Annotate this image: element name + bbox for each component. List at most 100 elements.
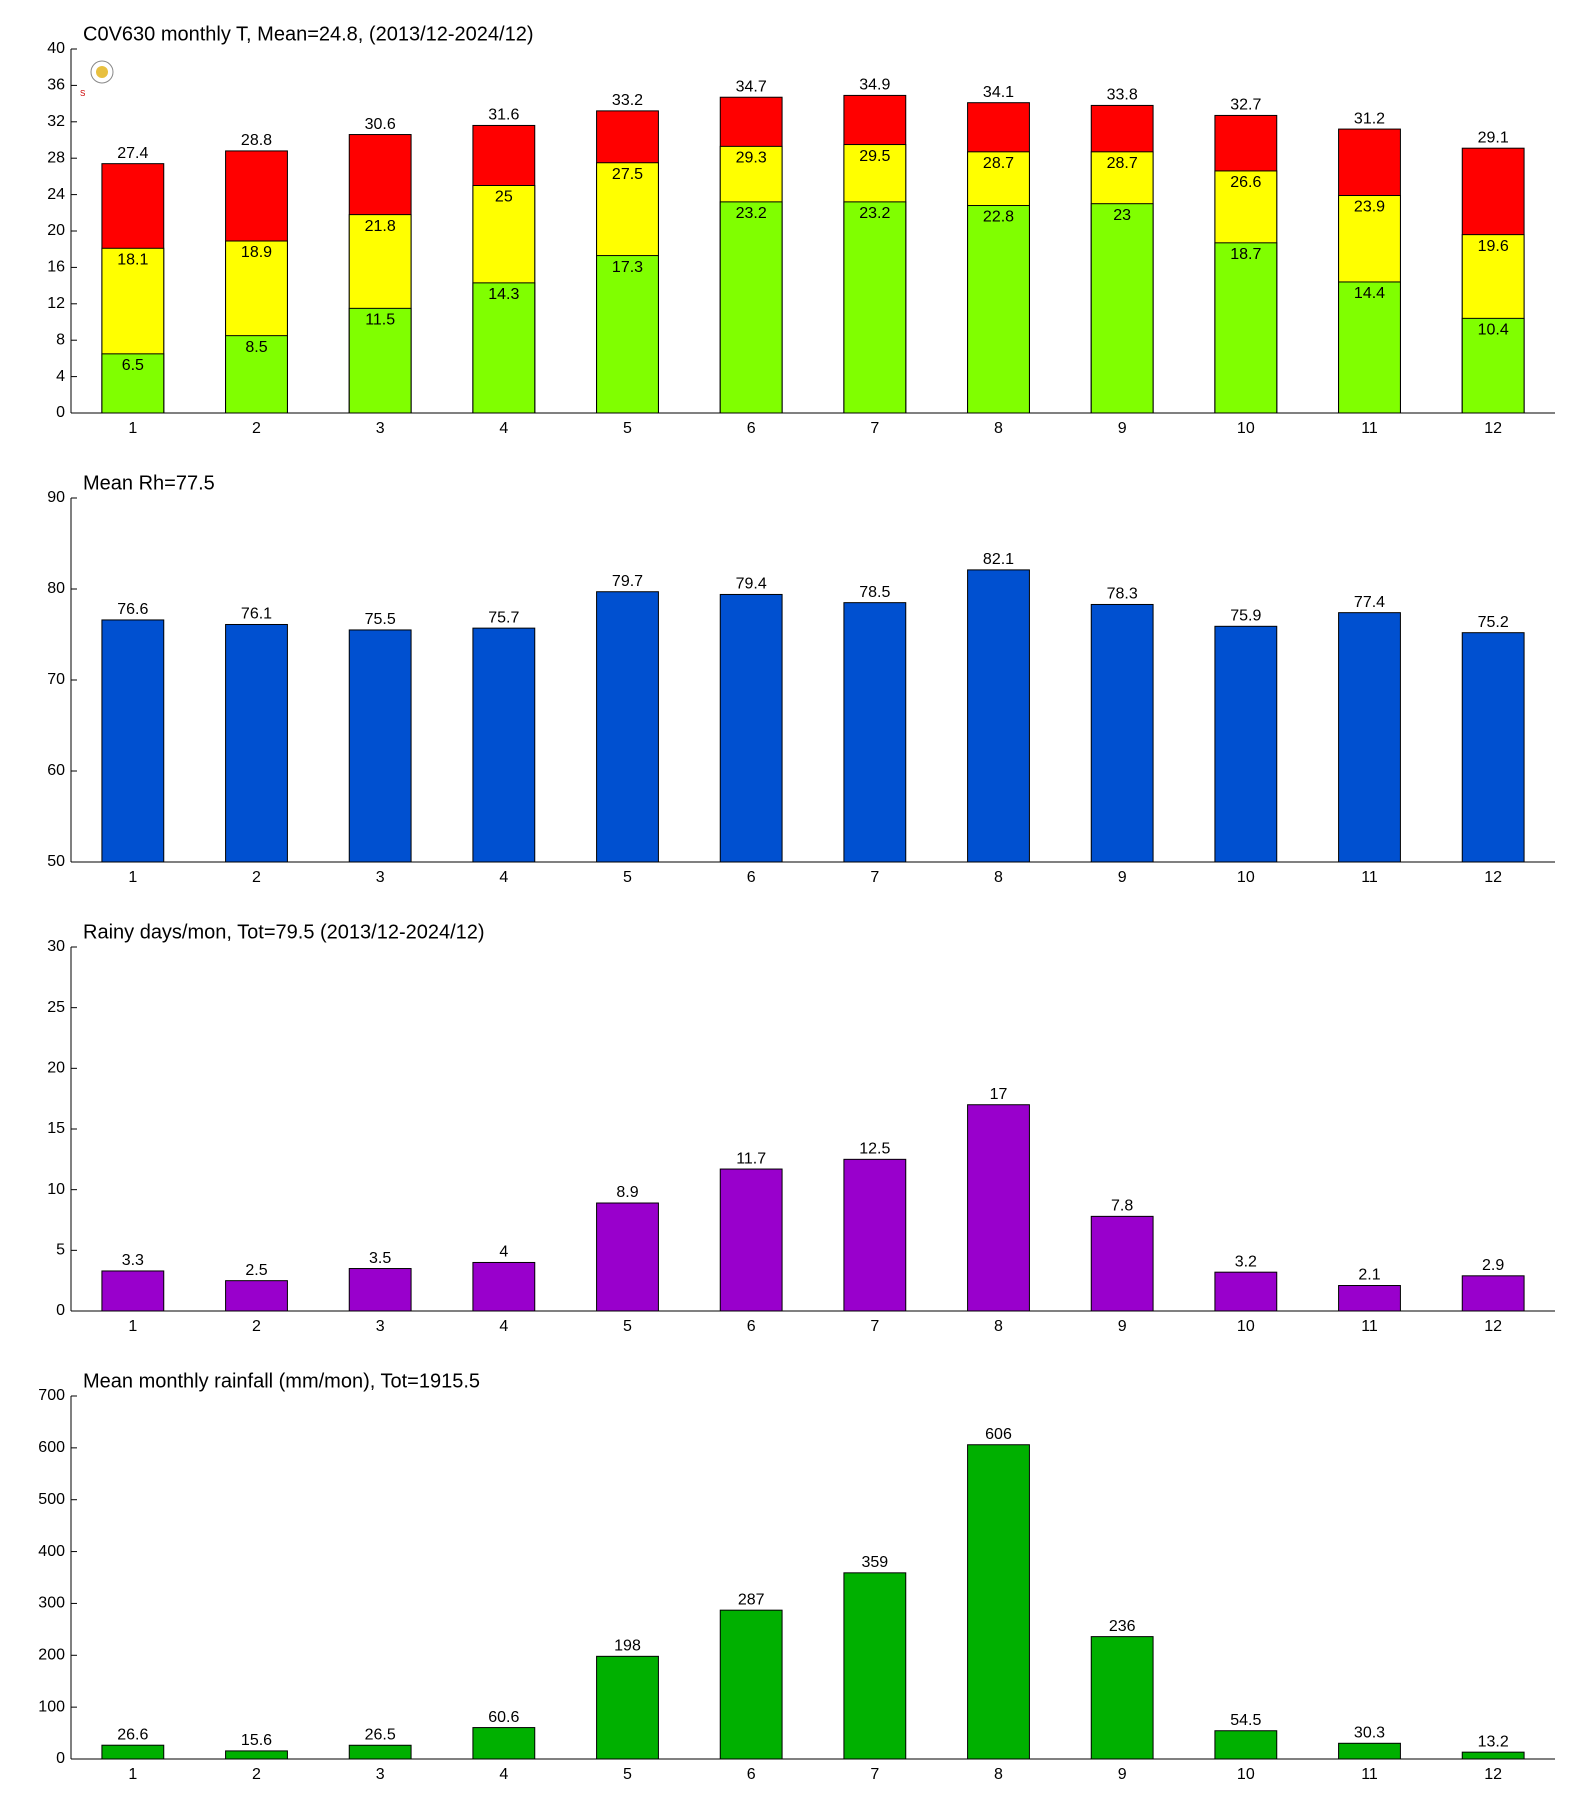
bar: [1214, 242, 1278, 414]
data-label: 78.5: [859, 584, 890, 601]
x-tick-label: 9: [1118, 420, 1127, 437]
y-tick-label: 300: [38, 1595, 65, 1612]
y-tick-label: 25: [47, 999, 65, 1016]
x-tick-label: 9: [1118, 1318, 1127, 1335]
x-tick-label: 1: [128, 420, 137, 437]
x-tick-label: 12: [1484, 1766, 1502, 1783]
data-label: 29.5: [859, 148, 890, 165]
data-label: 2.1: [1358, 1267, 1380, 1284]
chart-title: Rainy days/mon, Tot=79.5 (2013/12-2024/1…: [83, 921, 485, 943]
x-tick-label: 7: [870, 869, 879, 886]
y-tick-label: 12: [47, 295, 65, 312]
bar: [843, 1158, 907, 1312]
y-tick-label: 28: [47, 149, 65, 166]
y-tick-label: 400: [38, 1543, 65, 1560]
y-tick-label: 5: [56, 1242, 65, 1259]
data-label: 17: [990, 1086, 1008, 1103]
data-label: 54.5: [1230, 1712, 1261, 1729]
x-tick-label: 6: [747, 1766, 756, 1783]
chart-title: C0V630 monthly T, Mean=24.8, (2013/12-20…: [83, 23, 534, 45]
data-label: 28.7: [983, 155, 1014, 172]
data-label: 8.9: [616, 1184, 638, 1201]
bar: [596, 255, 659, 414]
data-label: 236: [1109, 1618, 1136, 1635]
data-label: 79.7: [612, 573, 643, 590]
y-tick-label: 24: [47, 186, 65, 203]
bar: [967, 1104, 1030, 1312]
x-tick-label: 2: [252, 1766, 261, 1783]
bar: [348, 1744, 412, 1760]
x-tick-label: 3: [376, 1766, 385, 1783]
bar: [1461, 1751, 1525, 1760]
data-label: 4: [499, 1244, 508, 1261]
data-label: 3.2: [1235, 1253, 1257, 1270]
data-label: 29.1: [1478, 129, 1509, 146]
x-tick-label: 6: [747, 1318, 756, 1335]
x-tick-label: 2: [252, 420, 261, 437]
x-tick-label: 7: [870, 1318, 879, 1335]
x-tick-label: 11: [1361, 869, 1378, 886]
data-label: 34.1: [983, 84, 1014, 101]
data-label: 31.6: [488, 107, 519, 124]
x-tick-label: 8: [994, 1766, 1003, 1783]
data-label: 6.5: [122, 357, 144, 374]
data-label: 17.3: [612, 259, 643, 276]
bar: [1338, 1285, 1401, 1312]
data-label: 3.3: [122, 1252, 144, 1269]
data-label: 33.8: [1107, 87, 1138, 104]
x-tick-label: 3: [376, 420, 385, 437]
data-label: 27.5: [612, 166, 643, 183]
y-tick-label: 30: [47, 938, 65, 955]
y-tick-label: 36: [47, 77, 65, 94]
y-tick-label: 100: [38, 1698, 65, 1715]
bar: [1090, 1636, 1154, 1760]
data-label: 30.6: [365, 116, 396, 133]
bar: [596, 1655, 659, 1760]
data-label: 12.5: [859, 1141, 890, 1158]
data-label: 18.7: [1230, 246, 1261, 263]
data-label: 28.8: [241, 132, 272, 149]
bar: [719, 201, 783, 414]
bar: [1338, 281, 1401, 414]
data-label: 25: [495, 189, 513, 206]
x-tick-label: 6: [747, 869, 756, 886]
y-tick-label: 0: [56, 1302, 65, 1319]
x-tick-label: 11: [1361, 420, 1378, 437]
bar: [843, 602, 907, 863]
x-tick-label: 2: [252, 1318, 261, 1335]
data-label: 76.6: [117, 601, 148, 618]
x-tick-label: 8: [994, 869, 1003, 886]
x-tick-label: 1: [128, 1766, 137, 1783]
x-tick-label: 1: [128, 869, 137, 886]
x-tick-label: 12: [1484, 1318, 1502, 1335]
data-label: 198: [614, 1638, 641, 1655]
x-tick-label: 5: [623, 1766, 632, 1783]
x-tick-label: 4: [499, 869, 508, 886]
bar: [348, 629, 412, 863]
data-label: 75.7: [488, 609, 519, 626]
y-tick-label: 600: [38, 1439, 65, 1456]
x-tick-label: 10: [1237, 420, 1255, 437]
y-tick-label: 4: [56, 368, 65, 385]
data-label: 13.2: [1478, 1733, 1509, 1750]
data-label: 28.7: [1107, 155, 1138, 172]
bar: [1461, 1275, 1525, 1312]
bar: [1090, 603, 1154, 863]
bar: [101, 1744, 165, 1760]
data-label: 26.6: [1230, 174, 1261, 191]
x-tick-label: 2: [252, 869, 261, 886]
bar: [1461, 632, 1525, 863]
y-tick-label: 60: [47, 762, 65, 779]
y-tick-label: 40: [47, 40, 65, 57]
data-label: 75.5: [365, 611, 396, 628]
data-label: 75.9: [1230, 608, 1261, 625]
data-label: 14.3: [488, 286, 519, 303]
y-tick-label: 0: [56, 1750, 65, 1767]
bar: [1090, 203, 1154, 414]
data-label: 76.1: [241, 606, 272, 623]
data-label: 23.2: [859, 205, 890, 222]
data-label: 14.4: [1354, 285, 1385, 302]
data-label: 60.6: [488, 1709, 519, 1726]
data-label: 77.4: [1354, 594, 1385, 611]
